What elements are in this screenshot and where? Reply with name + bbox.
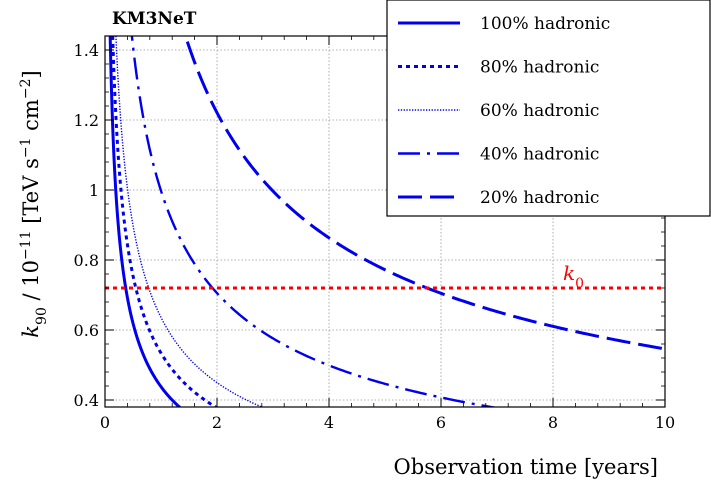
- legend-label-4: 20% hadronic: [480, 188, 599, 208]
- y-tick-label: 1.2: [74, 111, 99, 130]
- legend-box: [386, 0, 711, 217]
- legend: 100% hadronic 80% hadronic 60% hadronic 40%…: [386, 0, 711, 217]
- brand-label: KM3NeT: [112, 9, 197, 29]
- x-tick-label: 10: [655, 413, 675, 432]
- y-tick-label: 0.6: [74, 321, 99, 340]
- x-tick-label: 4: [324, 413, 334, 432]
- legend-label-0: 100% hadronic: [480, 14, 610, 34]
- legend-label-2: 60% hadronic: [480, 101, 599, 121]
- y-axis-title: k90 / 10−11 [TeV s−1 cm−2]: [18, 70, 50, 337]
- x-tick-label: 2: [212, 413, 222, 432]
- series-line-4: [183, 36, 665, 351]
- y-tick-label: 0.4: [74, 391, 99, 410]
- plot-frame: [104, 35, 666, 408]
- y-tick-label: 0.8: [74, 251, 99, 270]
- series-layer: [108, 36, 665, 407]
- series-line-1: [111, 36, 219, 407]
- x-tick-label: 0: [100, 413, 110, 432]
- series-line-3: [130, 36, 499, 407]
- reference-line-label: k0: [563, 261, 584, 292]
- legend-label-1: 80% hadronic: [480, 58, 599, 78]
- y-tick-label: 1: [89, 181, 99, 200]
- x-axis-title: Observation time [years]: [394, 455, 658, 479]
- x-tick-label: 6: [436, 413, 446, 432]
- series-line-0: [108, 36, 182, 407]
- x-tick-label: 8: [548, 413, 558, 432]
- y-tick-label: 1.4: [74, 41, 99, 60]
- legend-label-3: 40% hadronic: [480, 145, 599, 165]
- tick-labels: 0 2 4 6 8 10 0.4 0.6 0.8 1 1.2 1.4: [74, 41, 676, 432]
